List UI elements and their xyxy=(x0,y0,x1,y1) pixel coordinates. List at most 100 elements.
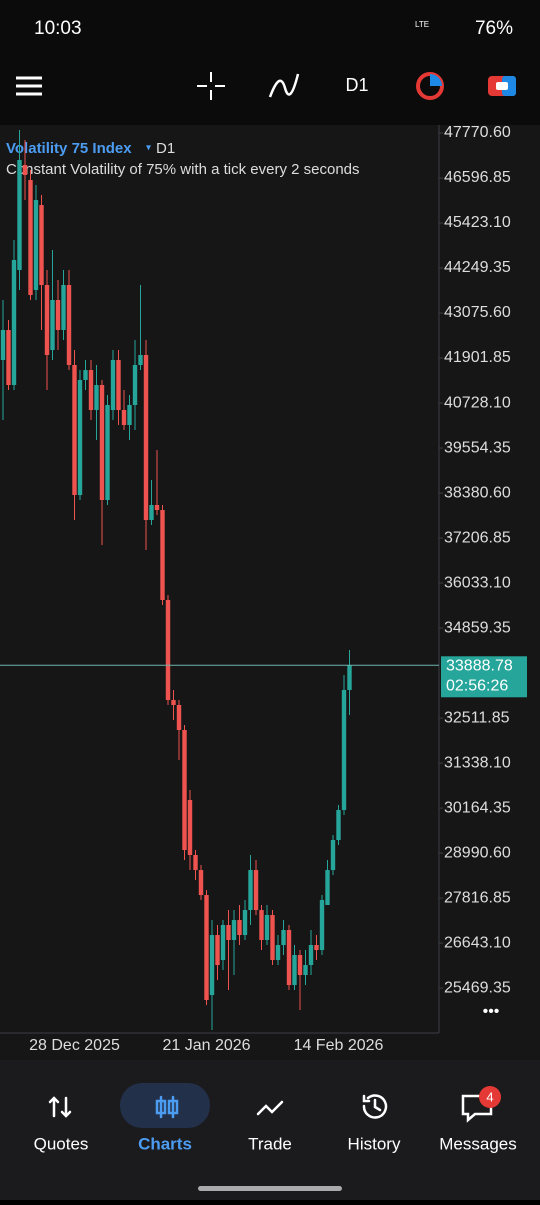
nav-icon xyxy=(155,1095,179,1119)
candle-body xyxy=(171,700,176,706)
candle-body xyxy=(50,300,55,351)
candle-body xyxy=(105,404,110,501)
candle-body xyxy=(264,915,270,941)
nav-bg xyxy=(0,1060,540,1200)
candle-body xyxy=(193,855,198,871)
nav-label[interactable]: Quotes xyxy=(34,1134,89,1153)
candle-body xyxy=(204,895,209,1001)
menu-icon[interactable] xyxy=(16,76,42,96)
candle-body xyxy=(292,955,297,986)
y-tick-label: 39554.35 xyxy=(444,439,511,456)
y-tick-label: 40728.10 xyxy=(444,394,511,411)
candle-body xyxy=(347,665,352,691)
header-bg xyxy=(0,0,540,125)
candle-body xyxy=(160,510,165,601)
y-tick-label: 37206.85 xyxy=(444,529,511,546)
chart-bg xyxy=(0,125,540,1060)
candle-body xyxy=(154,504,160,511)
nav-label[interactable]: Messages xyxy=(439,1134,516,1153)
candle-body xyxy=(165,600,171,701)
nav-label[interactable]: Charts xyxy=(138,1134,192,1153)
candle-body xyxy=(253,870,259,911)
candle-body xyxy=(0,329,6,361)
candle-body xyxy=(303,965,308,976)
symbol-dropdown[interactable]: ▾ xyxy=(146,143,151,154)
x-tick-label: 28 Dec 2025 xyxy=(29,1037,120,1054)
candle-body xyxy=(182,730,187,851)
candle-body xyxy=(127,404,132,426)
y-tick-label: 28990.60 xyxy=(444,844,511,861)
y-tick-label: 38380.60 xyxy=(444,484,511,501)
chart-subtitle: Constant Volatility of 75% with a tick e… xyxy=(6,161,360,178)
nav-label[interactable]: History xyxy=(348,1134,401,1153)
candle-body xyxy=(22,164,28,176)
candle-body xyxy=(226,925,231,941)
candle-body xyxy=(220,925,226,961)
candle-body xyxy=(88,370,94,411)
y-tick-label: 45423.10 xyxy=(444,214,511,231)
y-tick-label: 31338.10 xyxy=(444,754,511,771)
current-price-label: 33888.78 xyxy=(446,658,513,675)
candle-body xyxy=(297,955,303,976)
home-indicator xyxy=(198,1186,342,1191)
nav-icon xyxy=(48,1096,72,1118)
candle-body xyxy=(132,364,138,405)
candle-body xyxy=(110,360,116,411)
x-tick-label: 14 Feb 2026 xyxy=(294,1037,384,1054)
y-tick-label: 46596.85 xyxy=(444,169,511,186)
candle-body xyxy=(138,354,143,365)
candle-body xyxy=(330,840,336,871)
candle-body xyxy=(6,329,11,386)
symbol-title[interactable]: Volatility 75 Index xyxy=(6,140,132,157)
chart-timeframe: D1 xyxy=(156,140,175,157)
current-price-box xyxy=(441,656,527,698)
candle-body xyxy=(275,945,281,961)
candle-body xyxy=(231,920,237,941)
timeframe-button[interactable]: D1 xyxy=(345,75,368,95)
y-tick-label: 32511.85 xyxy=(444,709,510,726)
candle-body xyxy=(11,260,17,386)
more-dots[interactable]: ••• xyxy=(483,1003,500,1020)
trade-icon[interactable] xyxy=(488,76,516,96)
candle-body xyxy=(33,200,39,290)
candle-body xyxy=(319,900,325,951)
candle-body xyxy=(336,810,341,841)
candle-body xyxy=(39,204,44,286)
candle-body xyxy=(17,160,22,271)
y-tick-label: 43075.60 xyxy=(444,304,511,321)
y-tick-label: 34859.35 xyxy=(444,619,511,636)
candle-body xyxy=(314,945,319,951)
candle-body xyxy=(270,915,275,961)
candle-body xyxy=(281,930,286,946)
candle-body xyxy=(72,364,77,496)
status-network: LTE xyxy=(415,20,429,29)
nav-icon xyxy=(362,1094,388,1119)
status-battery: 76% xyxy=(475,18,513,39)
candle-body xyxy=(149,504,154,521)
indicator-icon[interactable] xyxy=(268,73,300,98)
candle-body xyxy=(28,179,33,296)
candle-body xyxy=(83,370,88,380)
candle-body xyxy=(187,800,193,856)
nav-label[interactable]: Trade xyxy=(248,1134,292,1153)
candle-body xyxy=(143,354,149,521)
candle-body xyxy=(341,690,347,811)
status-time: 10:03 xyxy=(34,18,82,39)
candle-body xyxy=(121,410,127,426)
x-tick-label: 21 Jan 2026 xyxy=(162,1037,250,1054)
crosshair-icon[interactable] xyxy=(197,72,225,100)
nav-icon xyxy=(256,1100,284,1116)
y-tick-label: 36033.10 xyxy=(444,574,511,591)
theme-icon[interactable] xyxy=(416,72,444,100)
y-tick-label: 44249.35 xyxy=(444,259,511,276)
candle-body xyxy=(77,379,83,496)
candle-body xyxy=(215,935,220,966)
candle-body xyxy=(66,285,72,365)
candle-body xyxy=(61,285,66,330)
candle-body xyxy=(237,920,242,936)
candle-body xyxy=(242,910,248,936)
candle-body xyxy=(176,705,182,731)
candle-body xyxy=(325,870,330,906)
candle-body xyxy=(248,870,253,911)
